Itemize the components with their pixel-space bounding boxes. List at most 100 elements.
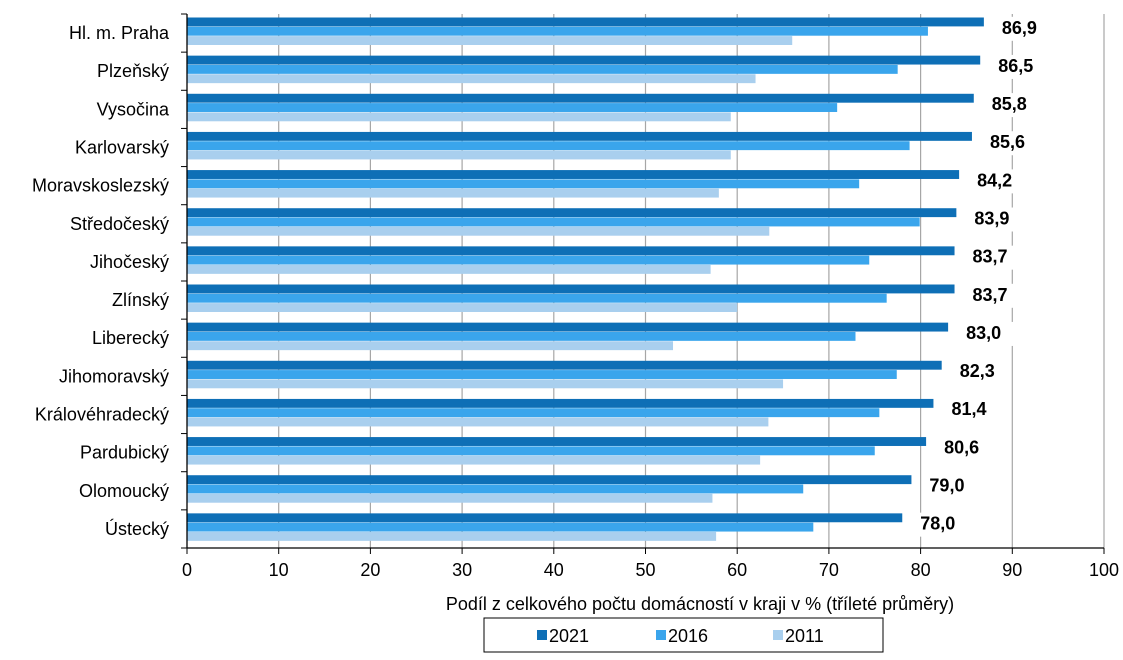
data-label-bg [971,207,1022,232]
data-label: 85,8 [992,94,1027,114]
x-tick-label: 60 [727,560,747,580]
bar-2021 [187,208,957,218]
bar-2011 [187,493,713,503]
category-label: Středočeský [70,214,169,234]
data-label-bg [941,436,992,461]
data-label: 80,6 [944,437,979,457]
data-label: 83,7 [973,247,1008,267]
bar-2016 [187,370,897,379]
data-label-bg [974,169,1025,194]
category-label: Jihomoravský [59,366,169,386]
x-tick-label: 50 [635,560,655,580]
bar-2021 [187,55,981,65]
bar-2021 [187,437,927,446]
data-label-bg [986,131,1037,156]
bar-2011 [187,36,793,45]
x-tick-label: 20 [360,560,380,580]
x-tick-labels: 0 10 20 30 40 50 60 70 80 90 100 [182,560,1119,580]
legend-label-2011: 2011 [785,626,824,646]
data-label-bg [998,16,1049,41]
bar-2011 [187,264,711,274]
bar-2016 [187,408,880,418]
data-label: 85,6 [990,132,1025,152]
bar-2016 [187,293,887,303]
x-tick-label: 10 [269,560,289,580]
data-label-bg [956,360,1007,385]
bar-2011 [187,379,784,389]
legend-label-2021: 2021 [549,626,589,646]
bar-2021 [187,170,960,179]
data-label-bg [948,398,999,423]
data-label-bg [969,283,1020,308]
bar-2011 [187,531,717,541]
category-label: Královéhradecký [35,405,169,425]
category-label: Hl. m. Praha [69,23,170,43]
data-label: 84,2 [977,170,1012,190]
bar-2016 [187,179,860,189]
data-label-bg [963,321,1014,346]
data-label: 82,3 [960,361,995,381]
bar-2016 [187,141,910,151]
bar-2021 [187,246,955,256]
legend-box [483,617,884,653]
x-tick-label: 90 [1002,560,1022,580]
bar-2016 [187,331,856,341]
data-label: 81,4 [951,399,986,419]
bar-2011 [187,188,719,198]
bar-2016 [187,26,928,36]
bar-2016 [187,484,804,494]
bar-2021 [187,475,912,485]
category-label: Plzeňský [97,61,169,81]
category-label: Moravskoslezský [32,176,169,196]
data-label: 83,0 [966,323,1001,343]
bar-2021 [187,93,974,103]
bar-2021 [187,513,903,523]
bar-2011 [187,303,738,312]
x-axis-title: Podíl z celkového počtu domácností v kra… [446,594,954,614]
category-label: Jihočeský [90,252,169,272]
bar-2011 [187,150,731,160]
data-label: 83,7 [973,285,1008,305]
x-tick-label: 30 [452,560,472,580]
bar-2021 [187,398,934,408]
x-tick-label: 70 [819,560,839,580]
x-tick-label: 0 [182,560,192,580]
x-tick-label: 80 [911,560,931,580]
bar-2011 [187,74,756,84]
bar-2011 [187,112,731,122]
gridlines [278,14,1105,548]
bar-2021 [187,131,972,141]
bar-2016 [187,217,920,227]
data-label: 86,5 [998,56,1033,76]
legend-swatch-2011 [773,630,783,640]
category-label: Pardubický [80,443,169,463]
bar-2021 [187,17,984,27]
bar-2021 [187,284,955,294]
bar-2016 [187,103,838,112]
data-label-bg [969,245,1020,270]
category-label: Olomoucký [79,481,169,501]
data-label: 83,9 [974,209,1009,229]
x-tick-label: 40 [544,560,564,580]
data-labels: 86,9 86,5 85,8 85,6 84,2 83,9 83,7 83,7 83,0 82,3… [917,16,1049,537]
data-label-bg [995,54,1046,79]
category-label: Zlínský [112,290,169,310]
bar-2016 [187,255,870,265]
data-label-bg [917,512,968,537]
bar-2011 [187,226,770,236]
legend-swatch-2016 [656,630,666,640]
legend-label-2016: 2016 [668,626,708,646]
axes [181,13,1105,554]
category-label: Karlovarský [75,138,169,158]
data-label: 79,0 [929,476,964,496]
category-label: Vysočina [97,99,170,119]
data-label-bg [926,474,977,499]
data-label: 86,9 [1002,18,1037,38]
category-label: Ústecký [105,518,169,539]
bar-2021 [187,322,949,332]
x-tick-label: 100 [1089,560,1119,580]
bar-2011 [187,455,761,465]
legend-swatch-2021 [537,630,547,640]
